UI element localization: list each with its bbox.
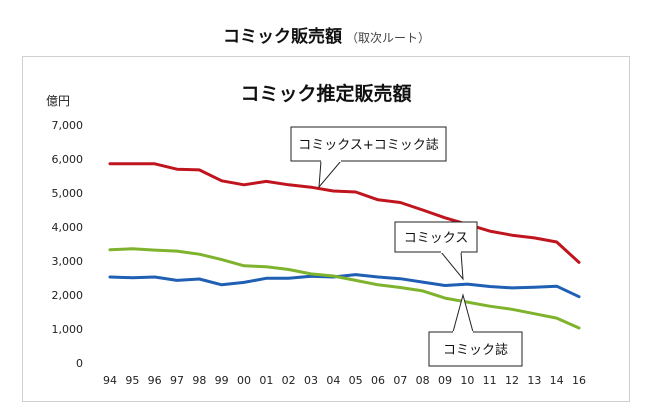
series-lines [110, 164, 579, 328]
x-tick-label: 96 [148, 374, 162, 387]
callout: コミック誌 [429, 295, 522, 366]
x-tick-label: 04 [326, 374, 340, 387]
page-title-text: コミック販売額 [223, 27, 342, 47]
callout-label: コミックス+コミック誌 [298, 137, 439, 153]
y-tick-label: 3,000 [52, 255, 84, 268]
callout-label: コミック誌 [443, 342, 508, 358]
y-axis-ticks: 0 1,000 2,000 3,000 4,000 5,000 6,000 7,000 [52, 119, 84, 370]
chart-frame: コミック推定販売額 億円 0 1,000 2,000 3,000 4,000 5,000 6… [22, 56, 630, 402]
x-tick-label: 99 [215, 374, 229, 387]
x-tick-label: 08 [416, 374, 430, 387]
x-tick-label: 03 [304, 374, 318, 387]
callout: コミックス [395, 222, 477, 279]
x-tick-label: 07 [393, 374, 407, 387]
y-axis-unit-label: 億円 [46, 94, 70, 108]
y-tick-label: 7,000 [52, 119, 84, 132]
page-subtitle: （取次ルート） [346, 31, 430, 45]
x-tick-label: 00 [237, 374, 251, 387]
y-tick-label: 6,000 [52, 153, 84, 166]
x-axis-ticks: 94 95 96 97 98 99 00 01 02 03 04 05 06 07 08 09 10 11 12 13… [103, 374, 586, 387]
page-title: コミック販売額 （取次ルート） [0, 22, 653, 47]
x-tick-label: 16 [572, 374, 586, 387]
x-tick-label: 01 [259, 374, 273, 387]
x-tick-label: 10 [460, 374, 474, 387]
x-tick-label: 98 [192, 374, 206, 387]
x-tick-label: 97 [170, 374, 184, 387]
x-tick-label: 95 [125, 374, 139, 387]
x-tick-label: 13 [527, 374, 541, 387]
callout: コミックス+コミック誌 [291, 127, 446, 187]
line-chart: コミック推定販売額 億円 0 1,000 2,000 3,000 4,000 5,000 6… [23, 57, 629, 401]
y-tick-label: 5,000 [52, 187, 84, 200]
series-line [110, 164, 579, 263]
x-tick-label: 02 [282, 374, 296, 387]
callout-label: コミックス [404, 231, 469, 246]
x-tick-label: 94 [103, 374, 117, 387]
x-tick-label: 12 [505, 374, 519, 387]
chart-title: コミック推定販売額 [240, 82, 411, 105]
x-tick-label: 06 [371, 374, 385, 387]
x-tick-label: 14 [550, 374, 564, 387]
x-tick-label: 09 [438, 374, 452, 387]
y-tick-label: 0 [76, 357, 83, 370]
y-tick-label: 1,000 [52, 323, 84, 336]
y-tick-label: 4,000 [52, 221, 84, 234]
x-tick-label: 05 [349, 374, 363, 387]
x-tick-label: 11 [483, 374, 497, 387]
y-tick-label: 2,000 [52, 289, 84, 302]
